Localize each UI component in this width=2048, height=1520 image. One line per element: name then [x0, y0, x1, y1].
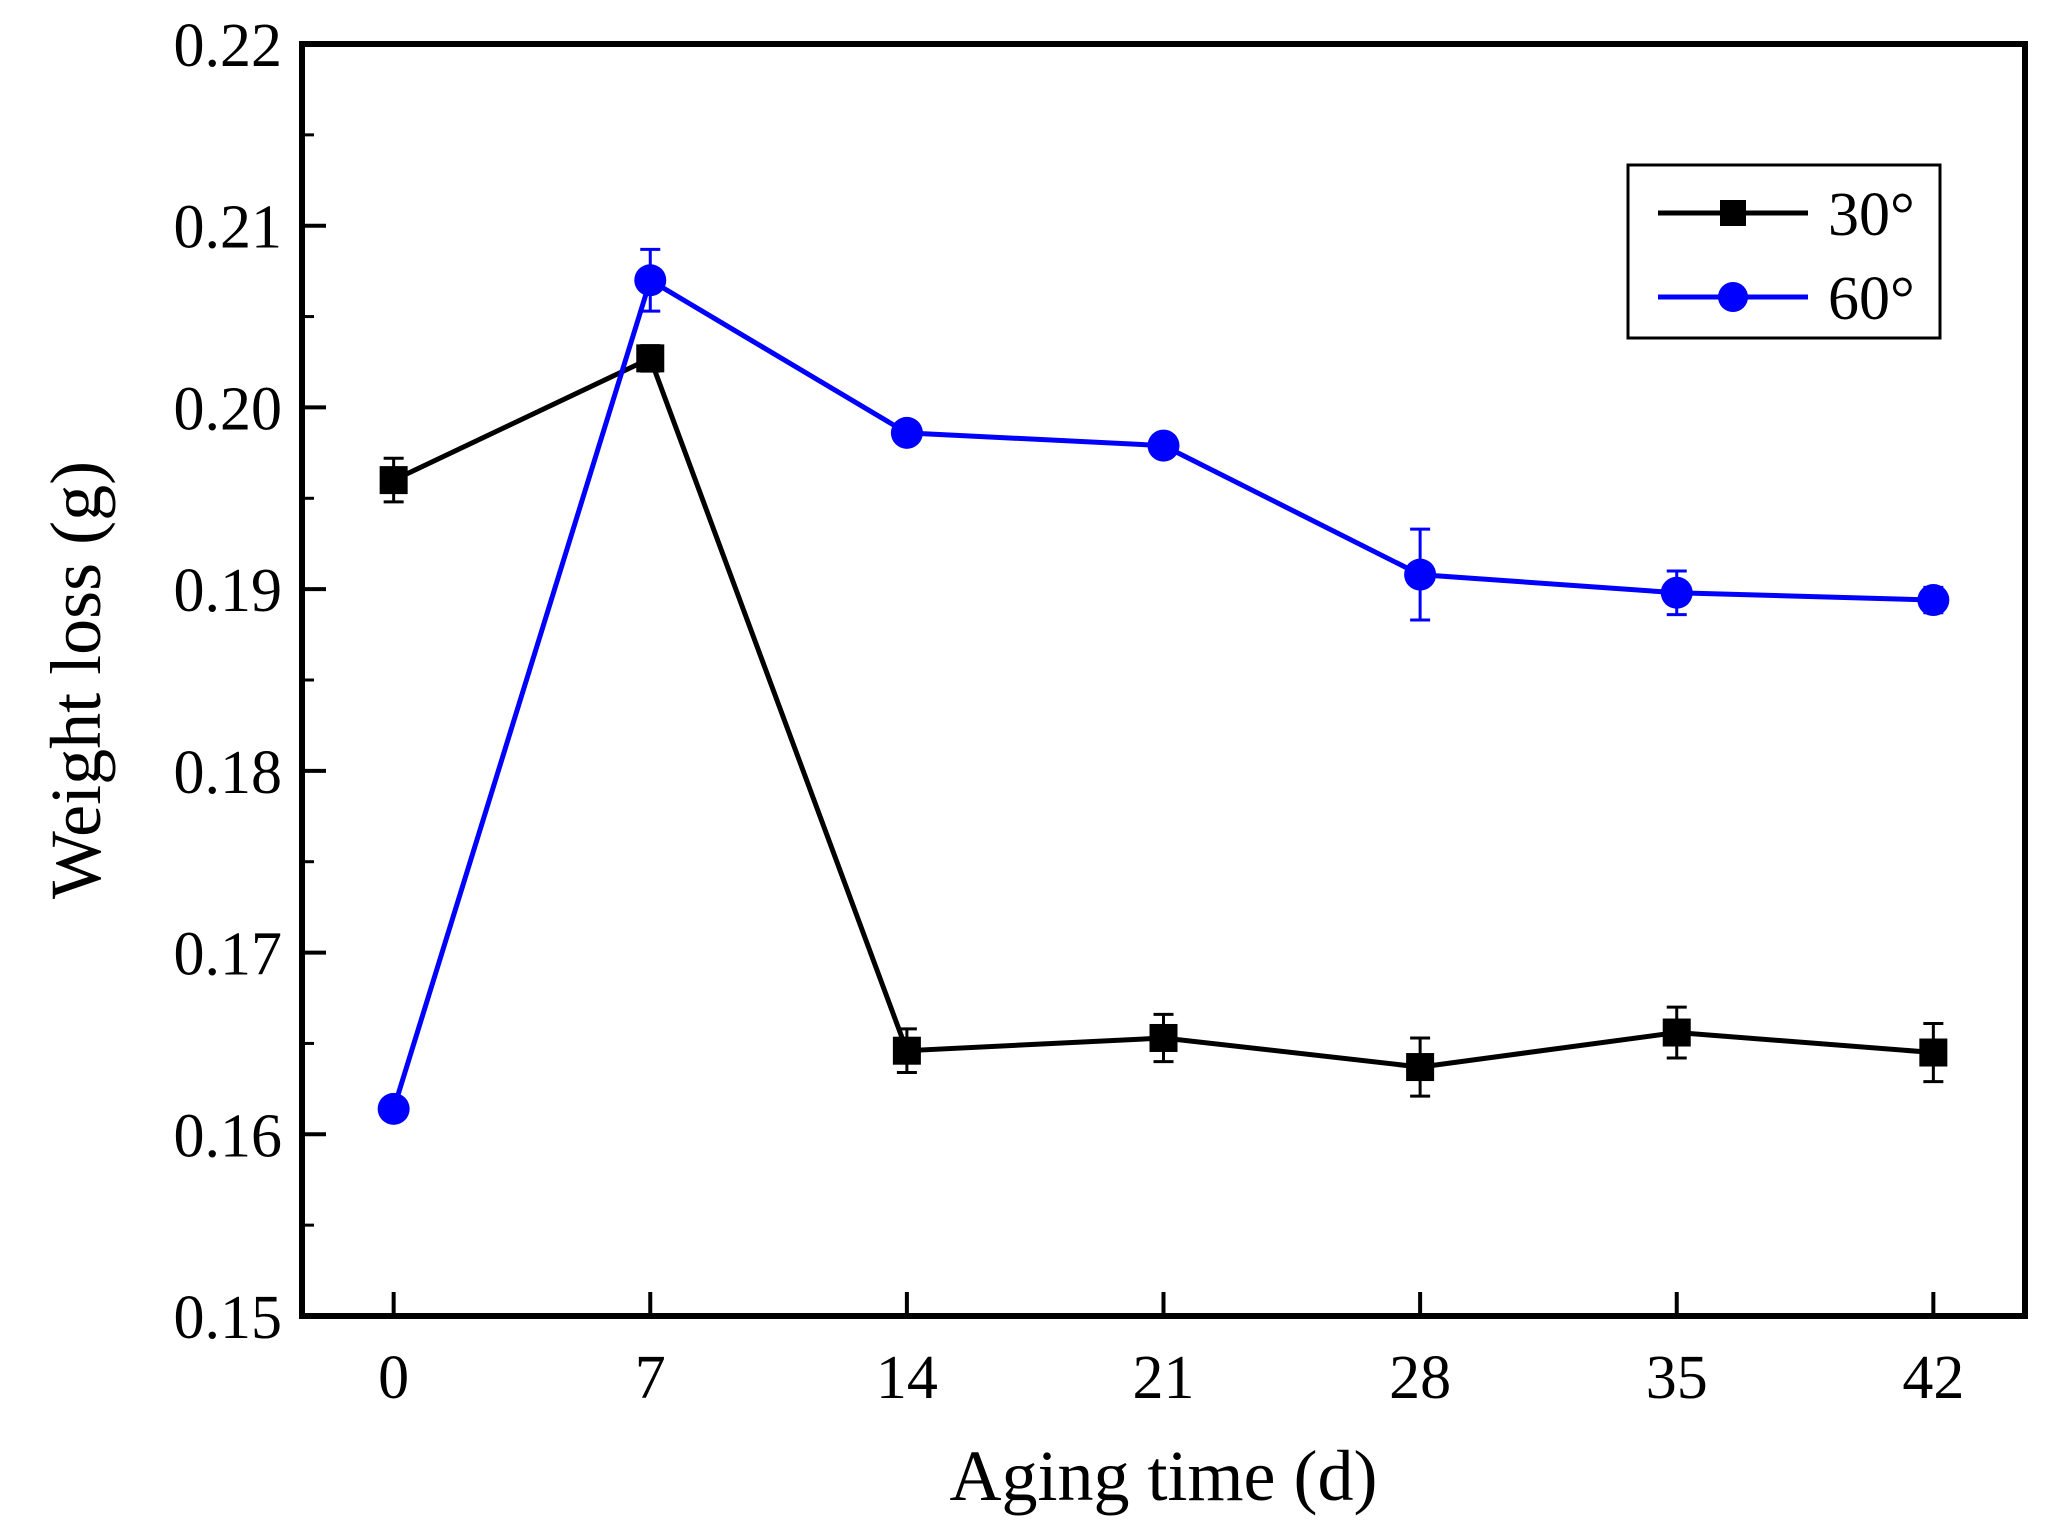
y-tick-label: 0.19 [174, 557, 283, 625]
y-tick-label: 0.15 [174, 1284, 283, 1352]
data-point [890, 416, 923, 449]
x-tick-label: 42 [1902, 1344, 1964, 1412]
x-axis-title: Aging time (d) [950, 1436, 1378, 1516]
y-tick-label: 0.20 [174, 375, 283, 443]
legend: 30°60° [1626, 163, 1942, 340]
data-point [636, 344, 665, 373]
x-axis-ticks: 0 7 14 21 28 35 42 [378, 1292, 1964, 1412]
y-tick-label: 0.16 [174, 1102, 283, 1170]
data-point [1149, 1023, 1178, 1052]
y-axis-ticks: 0.15 0.16 0.17 0.18 0.19 0.20 0.21 0.22 [174, 12, 326, 1352]
series-60 [377, 247, 1950, 1125]
x-tick-label: 7 [635, 1344, 666, 1412]
x-tick-label: 28 [1389, 1344, 1451, 1412]
series-layer [377, 247, 1950, 1125]
data-point [634, 264, 667, 297]
x-tick-label: 21 [1133, 1344, 1195, 1412]
data-point [1147, 429, 1180, 462]
legend-label: 30° [1828, 181, 1915, 249]
data-point [1660, 576, 1693, 609]
data-point [1406, 1053, 1435, 1082]
legend-entry: 30° [1658, 181, 1915, 249]
y-axis-title: Weight loss (g) [36, 461, 116, 899]
data-point [1917, 584, 1950, 617]
legend-box [1626, 163, 1942, 340]
data-point [379, 466, 408, 495]
legend-entry: 60° [1658, 265, 1915, 333]
y-tick-label: 0.21 [174, 194, 283, 262]
data-point [377, 1092, 410, 1125]
data-point [892, 1036, 921, 1065]
data-point [1662, 1018, 1691, 1047]
legend-label: 60° [1828, 265, 1915, 333]
x-tick-label: 35 [1646, 1344, 1708, 1412]
plot-frame [299, 41, 2028, 1319]
y-tick-label: 0.22 [174, 12, 283, 80]
x-tick-label: 14 [876, 1344, 938, 1412]
y-tick-label: 0.18 [174, 739, 283, 807]
data-point [1919, 1038, 1948, 1067]
series-30 [379, 344, 1948, 1098]
legend-marker [1718, 282, 1748, 312]
legend-marker [1720, 200, 1746, 226]
x-tick-label: 0 [378, 1344, 409, 1412]
y-tick-label: 0.17 [174, 921, 283, 989]
data-point [1404, 558, 1437, 591]
